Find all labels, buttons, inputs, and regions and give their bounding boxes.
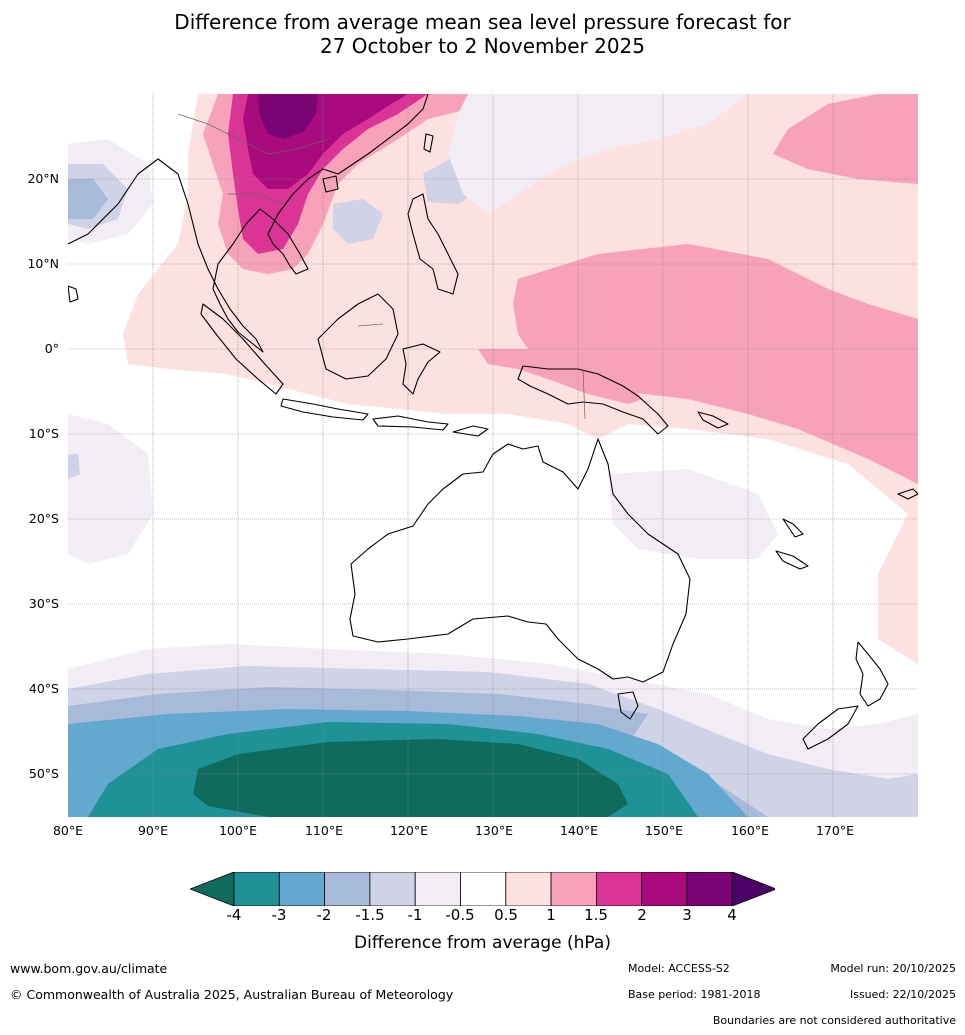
- anomaly-region-0.5: [123, 94, 918, 664]
- colorbar-tick-label: 1: [546, 906, 556, 924]
- anomaly-region-minus-0.5: [608, 469, 778, 559]
- new-zealand-north-island: [855, 641, 889, 707]
- title-line-2: 27 October to 2 November 2025: [319, 34, 646, 58]
- graticule: [68, 94, 918, 817]
- colorbar-tick-label: 1.5: [584, 906, 608, 924]
- colorbar-tick-label: -1: [407, 906, 423, 924]
- colorbar-tick-label: -0.5: [445, 906, 475, 924]
- colorbar-tick-label: 2: [637, 906, 647, 924]
- website-link[interactable]: www.bom.gov.au/climate: [10, 961, 168, 976]
- colorbar-segment: [369, 872, 416, 906]
- colorbar-tick-label: -2: [316, 906, 332, 924]
- java-coastline: [280, 398, 369, 421]
- lon-label: 130°E: [474, 823, 513, 838]
- timor-coastline: [452, 425, 489, 437]
- taiwan-coastline: [423, 133, 434, 153]
- colorbar-segment: [595, 872, 643, 906]
- vanuatu-islands: [782, 518, 804, 538]
- lon-label: 110°E: [304, 823, 343, 838]
- colorbar-title: Difference from average (hPa): [354, 933, 611, 953]
- sri-lanka-coastline: [68, 285, 79, 303]
- hainan-coastline: [322, 175, 339, 193]
- issued-date: Issued: 22/10/2025: [849, 988, 956, 1001]
- lon-label: 140°E: [559, 823, 598, 838]
- anomaly-region-1: [513, 244, 918, 484]
- anomaly-region-minus-1: [68, 454, 80, 479]
- base-period: Base period: 1981-2018: [628, 988, 761, 1001]
- copyright-text: © Commonwealth of Australia 2025, Austra…: [10, 987, 454, 1002]
- colorbar-tick-label: -1.5: [355, 906, 385, 924]
- anomaly-region-1: [773, 94, 918, 184]
- borneo-coastline: [317, 293, 399, 380]
- title-line-1: Difference from average mean sea level p…: [174, 10, 791, 34]
- colorbar-tick-label: -3: [271, 906, 287, 924]
- colorbar: [190, 872, 775, 906]
- anomaly-region-minus-0.5: [448, 94, 748, 214]
- colorbar-segment: [641, 872, 688, 906]
- colorbar-segment: [686, 872, 733, 906]
- lon-label: 150°E: [644, 823, 683, 838]
- colorbar-segment: [460, 872, 507, 906]
- pressure-anomaly-map: [68, 94, 918, 817]
- lat-label: 50°S: [28, 766, 59, 781]
- new-caledonia: [775, 550, 809, 570]
- lesser-sunda-islands: [372, 415, 449, 431]
- colorbar-tick-label: -4: [226, 906, 242, 924]
- australia-coastline: [349, 438, 691, 683]
- colorbar-segment: [324, 872, 371, 906]
- map-title: Difference from average mean sea level p…: [0, 10, 965, 58]
- colorbar-segment: [505, 872, 552, 906]
- tasmania-coastline: [617, 691, 639, 720]
- lon-label: 80°E: [52, 823, 84, 838]
- anomaly-region-minus-1.5: [68, 179, 108, 219]
- sumatra-coastline: [200, 303, 284, 395]
- solomon-islands: [697, 411, 729, 429]
- lat-label: 0°: [44, 341, 59, 356]
- colorbar-tick-label: 3: [682, 906, 692, 924]
- colorbar-segment: [414, 872, 461, 906]
- sulawesi-coastline: [402, 343, 441, 395]
- lon-label: 160°E: [730, 823, 769, 838]
- colorbar-extension-low: [190, 872, 235, 906]
- anomaly-region-minus-1: [333, 199, 383, 244]
- lat-label: 20°N: [27, 171, 59, 186]
- model-name: Model: ACCESS-S2: [628, 962, 730, 975]
- colorbar-tick-label: 4: [727, 906, 737, 924]
- political-boundaries: [177, 113, 586, 420]
- disclaimer-text: Boundaries are not considered authoritat…: [712, 1014, 956, 1027]
- lon-label: 120°E: [389, 823, 428, 838]
- anomaly-region-1: [478, 349, 643, 404]
- lat-label: 20°S: [28, 511, 59, 526]
- new-zealand-south-island: [802, 705, 859, 750]
- fiji-islands: [897, 488, 918, 500]
- colorbar-tick-label: 0.5: [494, 906, 518, 924]
- lat-label: 10°N: [27, 256, 59, 271]
- colorbar-segment: [278, 872, 326, 906]
- lon-label: 90°E: [137, 823, 169, 838]
- colorbar-segment: [233, 872, 280, 906]
- coastlines: [68, 94, 918, 750]
- lon-label: 100°E: [218, 823, 257, 838]
- philippines-coastline: [407, 193, 459, 295]
- anomaly-region-minus-0.5: [68, 414, 153, 564]
- asia-mainland-coastline: [68, 94, 429, 353]
- lon-label: 170°E: [815, 823, 854, 838]
- colorbar-segment: [550, 872, 597, 906]
- new-guinea-coastline: [517, 365, 669, 435]
- lat-label: 30°S: [28, 596, 59, 611]
- lat-label: 10°S: [28, 426, 59, 441]
- anomaly-region-3: [258, 94, 318, 139]
- model-run-date: Model run: 20/10/2025: [830, 962, 956, 975]
- colorbar-extension-high: [731, 872, 775, 906]
- lat-label: 40°S: [28, 681, 59, 696]
- anomaly-region-minus-4: [193, 739, 628, 817]
